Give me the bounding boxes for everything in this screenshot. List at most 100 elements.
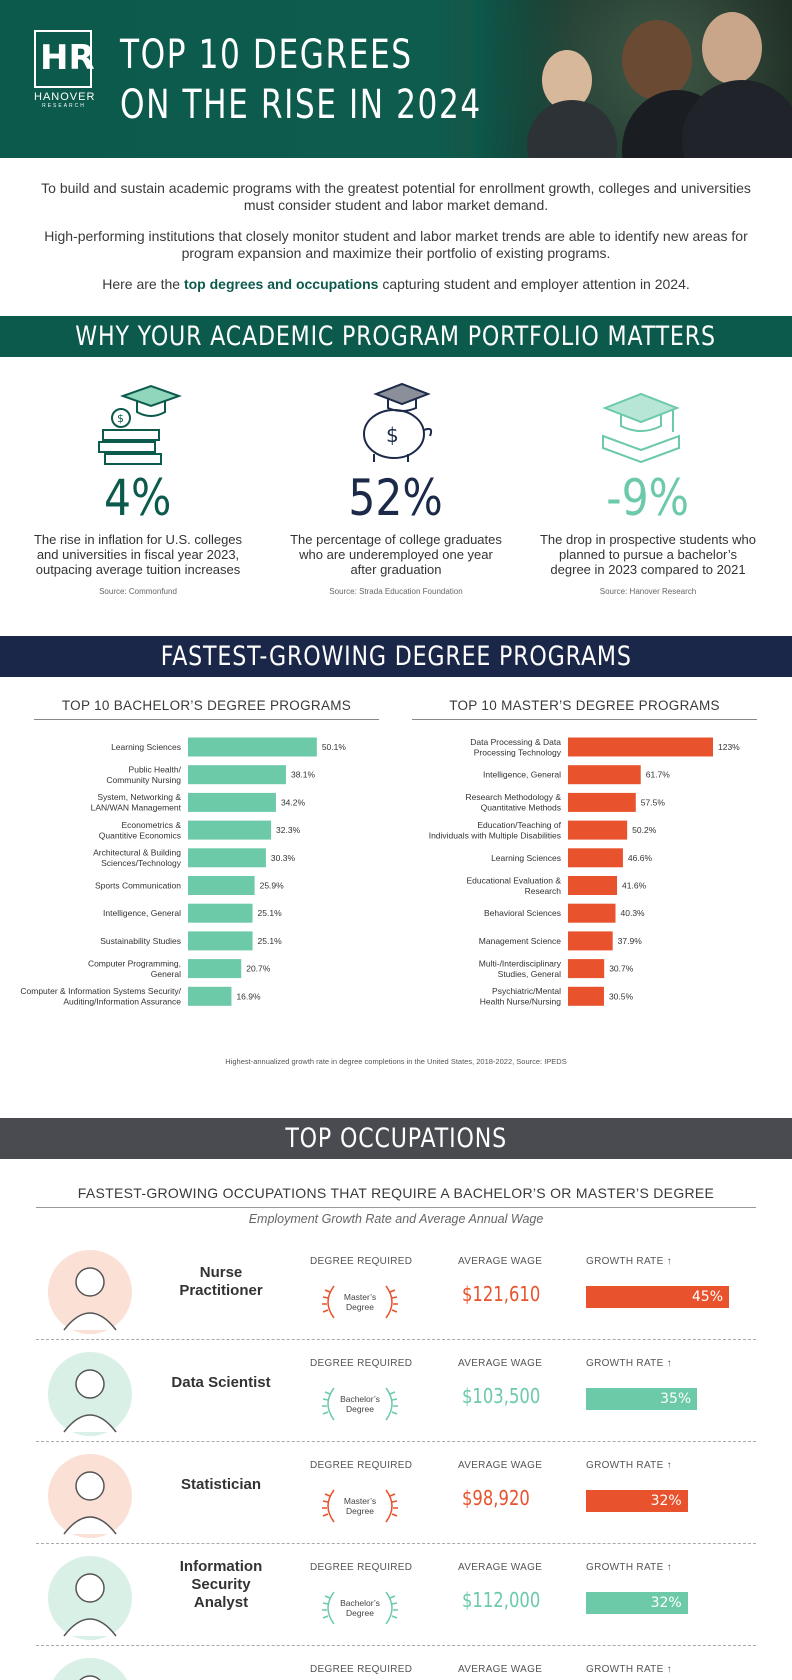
growth-rate-label: GROWTH RATE ↑ [586, 1460, 672, 1471]
bar-value-label: 30.7% [609, 964, 634, 974]
svg-text:$: $ [386, 423, 399, 447]
degree-required-label: DEGREE REQUIRED [310, 1664, 413, 1675]
average-wage-label: AVERAGE WAGE [458, 1358, 543, 1369]
intro-paragraph-1: To build and sustain academic programs w… [41, 180, 751, 213]
bachelors-bar-chart: 50.1% Learning Sciences 38.1% Public Health… [20, 737, 346, 1007]
bar-value-label: 30.3% [271, 853, 296, 863]
occupations-heading: FASTEST-GROWING OCCUPATIONS THAT REQUIRE… [77, 1185, 715, 1201]
category-label: LAN/WAN Management [91, 803, 182, 813]
category-label: Individuals with Multiple Disabilities [429, 830, 561, 840]
occupation-row: Nurse Practitioner DEGREE REQUIRED AVERA… [36, 1238, 756, 1340]
bar-2 [188, 765, 286, 785]
bar-4 [568, 820, 628, 840]
bar-value-label: 41.6% [622, 881, 647, 891]
category-label: Health Nurse/Nursing [480, 997, 562, 1007]
occupation-name: Statistician [180, 1476, 262, 1493]
bar-9 [188, 959, 242, 979]
category-label: Studies, General [498, 969, 561, 979]
bar-value-label: 16.9% [236, 991, 261, 1001]
bar-value-label: 38.1% [291, 770, 316, 780]
growth-rate-bar: 45% [586, 1286, 729, 1308]
category-label: Data Processing & Data [470, 737, 561, 747]
header-banner: HR HANOVER RESEARCH TOP 10 DEGREES ON TH… [0, 0, 792, 158]
graduates-photo [472, 0, 792, 158]
average-wage-label: AVERAGE WAGE [458, 1562, 543, 1573]
category-label: Auditing/Information Assurance [63, 997, 181, 1007]
degree-badge: Bachelor’s Degree [322, 1382, 398, 1426]
occupation-name: Data Scientist [171, 1374, 271, 1391]
bar-value-label: 34.2% [281, 797, 306, 807]
growth-rate-label: GROWTH RATE ↑ [586, 1358, 672, 1369]
growth-rate-label: GROWTH RATE ↑ [586, 1562, 672, 1573]
bar-value-label: 37.9% [618, 936, 643, 946]
category-label: Educational Evaluation & [466, 875, 561, 885]
category-label: Multi-/Interdisciplinary [479, 958, 562, 968]
category-label: Learning Sciences [111, 742, 181, 752]
category-label: Research [525, 886, 562, 896]
bar-5 [568, 848, 623, 868]
growth-rate-bar: 32% [586, 1592, 688, 1614]
intro-paragraph-2: High-performing institutions that closel… [44, 228, 748, 261]
growth-rate-label: GROWTH RATE ↑ [586, 1256, 672, 1267]
graduation-book-icon [538, 380, 758, 470]
category-label: Processing Technology [474, 747, 562, 757]
medical-icon [48, 1658, 132, 1680]
average-wage-value: $121,610 [462, 1282, 541, 1306]
occupation-row: Medical and DEGREE REQUIRED AVERAGE WAGE… [36, 1646, 756, 1680]
stat-underemployed: $ 52% The percentage of college graduate… [286, 380, 506, 596]
bar-value-label: 25.1% [258, 936, 283, 946]
chart-source-note: Highest-annualized growth rate in degree… [225, 1057, 567, 1066]
bar-1 [188, 737, 317, 757]
svg-text:$: $ [117, 412, 124, 425]
degree-badge: Bachelor’s Degree [322, 1586, 398, 1630]
bar-value-label: 25.1% [258, 908, 283, 918]
degree-badge: Master’s Degree [322, 1484, 398, 1528]
category-label: Computer & Information Systems Security/ [20, 986, 181, 996]
masters-chart-title: TOP 10 MASTER’S DEGREE PROGRAMS [412, 698, 757, 720]
bar-value-label: 32.3% [276, 825, 301, 835]
section-title-degree-programs: FASTEST-GROWING DEGREE PROGRAMS [0, 636, 792, 677]
bar-4 [188, 820, 272, 840]
growth-rate-bar: 35% [586, 1388, 698, 1410]
category-label: General [151, 969, 181, 979]
category-label: Sustainability Studies [100, 936, 181, 946]
bar-value-label: 30.5% [609, 991, 634, 1001]
category-label: Behavioral Sciences [484, 908, 561, 918]
category-label: Quantitive Economics [99, 830, 181, 840]
degree-required-label: DEGREE REQUIRED [310, 1256, 413, 1267]
bar-1 [568, 737, 713, 757]
occupation-name: Information Security Analyst [179, 1558, 263, 1611]
occupations-subheading: Employment Growth Rate and Average Annua… [36, 1207, 756, 1226]
bar-3 [568, 792, 636, 812]
category-label: Psychiatric/Mental [492, 986, 561, 996]
bar-value-label: 123% [718, 742, 740, 752]
bar-value-label: 25.9% [260, 881, 285, 891]
stat-prospective-drop: -9% The drop in prospective students who… [538, 380, 758, 596]
section-title-occupations: TOP OCCUPATIONS [0, 1118, 792, 1159]
bar-3 [188, 792, 276, 812]
category-label: Research Methodology & [466, 792, 562, 802]
bar-10 [188, 986, 232, 1006]
degree-required-label: DEGREE REQUIRED [310, 1562, 413, 1573]
growth-rate-label: GROWTH RATE ↑ [586, 1664, 672, 1675]
category-label: Community Nursing [106, 775, 181, 785]
category-label: Sciences/Technology [101, 858, 182, 868]
category-label: Econometrics & [121, 820, 181, 830]
page-title: TOP 10 DEGREES ON THE RISE IN 2024 [120, 32, 482, 128]
bar-6 [188, 876, 255, 895]
category-label: Computer Programming, [88, 958, 181, 968]
data-scientist-icon [48, 1352, 132, 1436]
category-label: Intelligence, General [103, 908, 181, 918]
growth-rate-bar: 32% [586, 1490, 688, 1512]
statistician-icon [48, 1454, 132, 1538]
money-books-icon: $ [28, 380, 248, 470]
category-label: Education/Teaching of [477, 820, 561, 830]
average-wage-label: AVERAGE WAGE [458, 1256, 543, 1267]
bar-7 [188, 903, 253, 923]
bar-8 [188, 931, 253, 951]
degree-required-label: DEGREE REQUIRED [310, 1358, 413, 1369]
section-title-portfolio: WHY YOUR ACADEMIC PROGRAM PORTFOLIO MATT… [0, 316, 792, 357]
hanover-logo: HR HANOVER RESEARCH [34, 30, 98, 110]
piggy-bank-icon: $ [286, 380, 506, 470]
